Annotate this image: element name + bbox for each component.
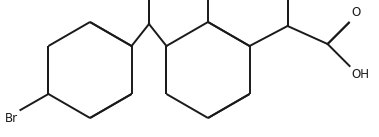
Text: OH: OH: [352, 68, 370, 81]
Text: O: O: [352, 6, 361, 19]
Text: Br: Br: [5, 112, 19, 125]
